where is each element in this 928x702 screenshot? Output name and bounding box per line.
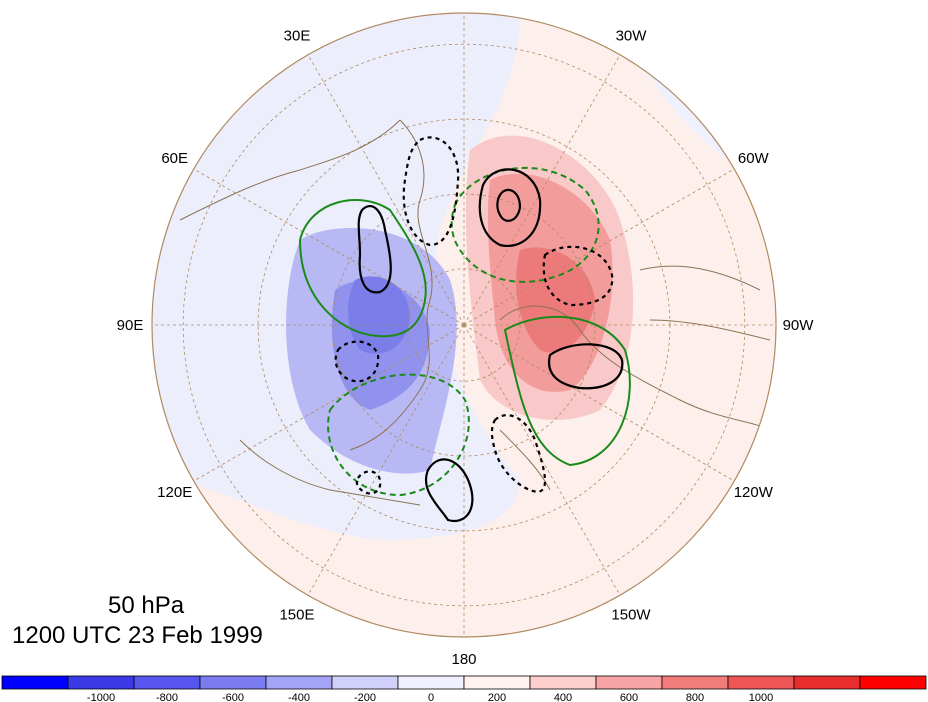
colorbar-swatch [595,675,663,690]
meridian-line [307,324,465,596]
longitude-label: 150W [611,606,651,623]
longitude-label: 90W [783,317,815,334]
meridian-line [463,54,621,326]
colorbar-tick-label: 800 [686,692,704,702]
longitude-label: 120W [734,484,774,501]
meridian-line [307,54,465,326]
colorbar-swatch [133,675,201,690]
alaska-coast [499,429,551,491]
colorbar-tick-label: 200 [488,692,506,702]
colorbar-tick-label: -400 [288,692,310,702]
longitude-label: 180 [451,651,476,668]
green-contours [298,167,631,497]
longitude-label: 30E [284,28,311,45]
colorbar-swatch [463,675,531,690]
colorbar-tick-label: 400 [554,692,572,702]
colorbar-swatch [793,675,861,690]
longitude-labels: 030W60W90W120W150W180150E120E90E60E30E [117,28,815,668]
colorbar-tick-label: -200 [354,692,376,702]
black-contour-dashed-3 [334,340,380,383]
black-contour-solid-5 [425,458,474,523]
meridian-line [193,168,465,326]
colorbar-tick-label: -800 [156,692,178,702]
colorbar-tick-label: -1000 [87,692,115,702]
longitude-label: 60E [161,150,188,167]
positive-shade-strong [516,247,595,353]
longitude-label: 120E [157,484,192,501]
green-contour-dashed-2 [327,373,470,497]
green-contour-solid-1 [298,199,427,338]
colorbar-tick-label: 0 [428,692,434,702]
north-america-coast [499,305,771,431]
colorbar-swatch [67,675,135,690]
black-contour-solid-1 [357,205,392,294]
black-contours [334,136,624,523]
us-border [649,319,771,341]
colorbar-swatch [1,675,69,690]
latitude-circle [182,43,746,607]
eurasia-coast-north [179,119,401,221]
longitude-label: 90E [117,317,144,334]
longitude-label: 60W [738,150,770,167]
black-contour-solid-3 [496,188,522,222]
meridian-line [463,324,735,482]
colorbar-swatch [727,675,795,690]
black-contour-solid-2 [478,168,542,247]
black-contour-solid-4 [547,343,624,390]
black-contour-dashed-4 [490,414,547,494]
colorbar-swatch [331,675,399,690]
colorbar-swatch [397,675,465,690]
colorbar-swatch [199,675,267,690]
colorbar-tick-label: -600 [222,692,244,702]
eurasia-coast-west [349,119,433,451]
colorbar: -1000 -800 -600 -400 -200 0 200 400 600 800 1000 [1,675,927,702]
asia-pacific-coast [239,439,421,506]
colorbar-swatch [265,675,333,690]
meridian-line [193,324,465,482]
canada-border [639,265,761,291]
green-contour-solid-2 [503,315,631,467]
black-contour-dashed-5 [355,470,382,495]
longitude-label: 150E [279,606,314,623]
colorbar-tick-label: 600 [620,692,638,702]
colorbar-tick-label: 1000 [749,692,773,702]
black-contour-dashed-2 [542,245,614,307]
colorbar-swatch [661,675,729,690]
colorbar-swatch [859,675,927,690]
pressure-level-label: 50 hPa [108,592,185,619]
meridian-line [463,168,735,326]
colorbar-swatch [529,675,597,690]
valid-time-label: 1200 UTC 23 Feb 1999 [12,622,263,649]
map-boundary [151,12,777,638]
longitude-label: 30W [616,28,648,45]
coastlines [179,119,771,506]
